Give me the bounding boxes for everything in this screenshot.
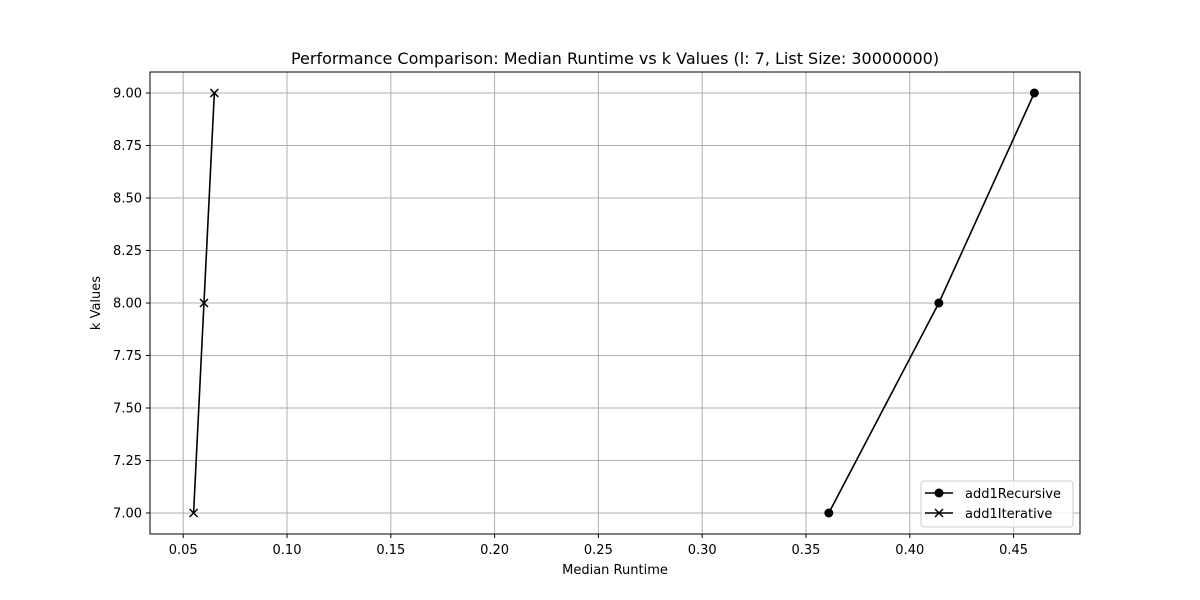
- legend-label-add1Recursive: add1Recursive: [965, 487, 1061, 502]
- legend-marker-add1Iterative: [934, 508, 944, 518]
- data-point-add1Recursive: [824, 508, 834, 518]
- legend-box: [920, 480, 1074, 528]
- y-tick-label: 9.00: [113, 87, 142, 102]
- x-tick-label: 0.25: [584, 543, 613, 558]
- x-tick-label: 0.05: [169, 543, 198, 558]
- y-axis-ticks: 7.00 7.25 7.50 7.75 8.00 8.25 8.50 8.75 9.00: [113, 87, 150, 522]
- y-tick-label: 8.75: [113, 139, 142, 154]
- data-point-add1Recursive: [934, 298, 944, 308]
- y-axis-label: k Values: [89, 276, 104, 330]
- y-tick-label: 7.00: [113, 507, 142, 522]
- x-tick-label: 0.30: [688, 543, 717, 558]
- x-tick-label: 0.40: [895, 543, 924, 558]
- y-tick-label: 8.25: [113, 244, 142, 259]
- data-point-add1Iterative: [199, 298, 209, 308]
- chart-title: Performance Comparison: Median Runtime v…: [291, 49, 939, 68]
- legend-label-add1Iterative: add1Iterative: [965, 507, 1052, 522]
- x-axis-ticks: 0.05 0.10 0.15 0.20 0.25 0.30 0.35 0.40 0.45: [169, 534, 1028, 558]
- data-point-add1Recursive: [1029, 88, 1039, 98]
- y-tick-label: 7.50: [113, 402, 142, 417]
- legend-marker-add1Recursive: [934, 488, 944, 498]
- x-tick-label: 0.20: [480, 543, 509, 558]
- y-tick-label: 8.50: [113, 192, 142, 207]
- data-point-add1Iterative: [209, 88, 219, 98]
- data-point-add1Iterative: [189, 508, 199, 518]
- x-axis-label: Median Runtime: [562, 563, 668, 578]
- legend: add1Recursive add1Iterative: [920, 480, 1074, 528]
- series-layer: [189, 88, 1039, 518]
- x-tick-label: 0.45: [999, 543, 1028, 558]
- y-tick-label: 7.75: [113, 349, 142, 364]
- y-tick-label: 7.25: [113, 454, 142, 469]
- x-tick-label: 0.35: [792, 543, 821, 558]
- x-tick-label: 0.10: [273, 543, 302, 558]
- x-tick-label: 0.15: [376, 543, 405, 558]
- y-tick-label: 8.00: [113, 297, 142, 312]
